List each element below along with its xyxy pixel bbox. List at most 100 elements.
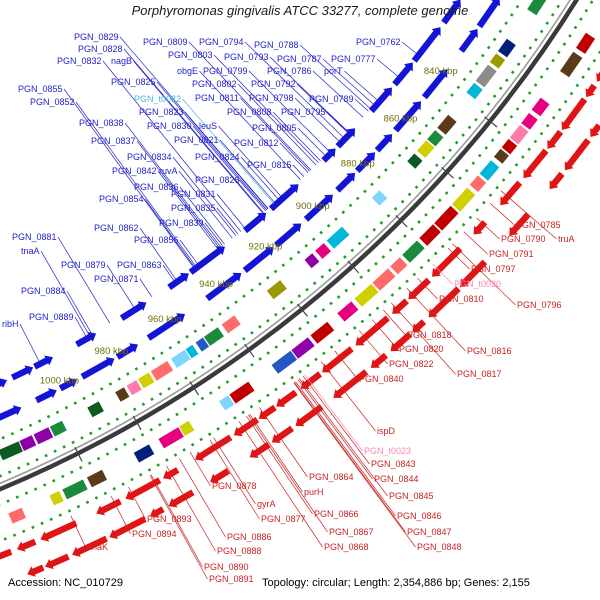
gene-arrow (276, 389, 298, 407)
leader-line (178, 458, 226, 538)
leader-line (110, 495, 131, 535)
gene-arrow (75, 332, 97, 348)
feature-box (509, 124, 529, 145)
gene-arrow (195, 434, 233, 461)
gene-label: PGN_0818 (407, 330, 452, 340)
leader-line (401, 41, 418, 55)
leader-line (390, 302, 456, 375)
gene-label: PGN_0812 (234, 138, 279, 148)
topology-text: Topology: circular; Length: 2,354,886 bp… (262, 577, 530, 589)
gene-label: PGN_0890 (204, 562, 249, 572)
scale-tick (132, 415, 142, 431)
gene-arrow (585, 83, 597, 98)
leader-line (334, 350, 358, 380)
gene-label: ispD (377, 426, 396, 436)
gene-arrow (547, 129, 564, 149)
gene-arrow (322, 346, 354, 373)
gene-label: PGN_0802 (192, 79, 237, 89)
leader-line (188, 41, 312, 171)
gene-arrow (335, 128, 356, 149)
leader-line (119, 36, 269, 210)
divider-dots-arc (0, 0, 524, 441)
feature-box (501, 138, 518, 155)
gene-arrow (0, 405, 22, 421)
feature-box (86, 469, 107, 488)
gene-label: PGN_0848 (417, 542, 462, 552)
gene-label: PGN_t0022 (134, 94, 181, 104)
gene-label: PGN_0792 (251, 79, 296, 89)
scale-tick (484, 116, 498, 128)
leader-line (189, 451, 211, 487)
gene-label: PGN_0797 (471, 264, 516, 274)
leader-line (172, 156, 237, 236)
leader-line (447, 247, 470, 270)
gene-arrow (242, 247, 274, 273)
gene-arrow (167, 272, 189, 290)
leader-line (240, 97, 310, 172)
gene-label: PGN_t0020 (454, 279, 501, 289)
leader-line (294, 382, 406, 533)
leader-line (240, 179, 267, 211)
gene-arrow (428, 286, 461, 318)
gene-label: PGN_0877 (261, 514, 306, 524)
leader-line (246, 416, 313, 515)
scale-tick (347, 260, 360, 274)
gene-label: PGN_0864 (309, 472, 354, 482)
gene-arrow (0, 548, 13, 560)
gene-label: PGN_0826 (195, 175, 240, 185)
gene-label: PGN_0810 (439, 294, 484, 304)
leader-line (218, 125, 282, 198)
leader-line (293, 382, 416, 548)
gene-arrow (233, 417, 260, 437)
gene-arrow (10, 365, 34, 381)
leader-line (102, 60, 242, 232)
gene-arrow (34, 388, 57, 404)
gene-label: PGN_0788 (254, 40, 299, 50)
divider-rings (0, 0, 600, 543)
gene-arrow (374, 134, 393, 153)
leader-line (294, 97, 340, 142)
gene-arrow (355, 315, 390, 346)
gene-label: PGN_0798 (249, 93, 294, 103)
leader-line (359, 330, 388, 365)
leader-line (292, 164, 305, 177)
gene-arrow (150, 506, 165, 518)
gene-label: PGN_0854 (99, 194, 144, 204)
feature-box (291, 337, 315, 359)
leader-line (244, 41, 344, 138)
gene-label: PGN_0829 (74, 32, 119, 42)
gene-arrow (0, 378, 7, 389)
feature-box (575, 32, 596, 54)
gene-arrow (168, 489, 195, 508)
scale-tick (74, 446, 83, 462)
leader-line (406, 288, 466, 352)
feature-box (493, 148, 509, 164)
gene-label: PGN_0894 (132, 529, 177, 539)
gene-label: PGN_0789 (309, 94, 354, 104)
gene-label: PGN_0795 (281, 107, 326, 117)
leader-line (299, 378, 388, 497)
leader-line (489, 202, 515, 226)
leader-line (133, 60, 264, 214)
leader-line (63, 88, 194, 268)
feature-box (87, 401, 104, 418)
leader-line (216, 207, 239, 235)
gene-label: PGN_0893 (147, 514, 192, 524)
leader-line (204, 222, 223, 247)
feature-box (527, 0, 547, 16)
gene-label: purH (304, 487, 324, 497)
gene-arrow (300, 371, 322, 389)
gene-label: PGN_0830 (147, 121, 192, 131)
gene-arrow (96, 498, 122, 516)
leader-line (178, 170, 233, 239)
gene-label: PGN_0847 (407, 527, 452, 537)
gene-label: PGN_0863 (117, 260, 162, 270)
feature-box (452, 187, 476, 212)
gene-arrow (321, 148, 336, 163)
leader-line (279, 142, 309, 173)
gene-arrow (268, 184, 299, 212)
gene-label: PGN_0762 (356, 37, 401, 47)
gene-label: PGN_0803 (168, 50, 213, 60)
feature-box (266, 280, 287, 300)
leader-line (259, 407, 308, 478)
